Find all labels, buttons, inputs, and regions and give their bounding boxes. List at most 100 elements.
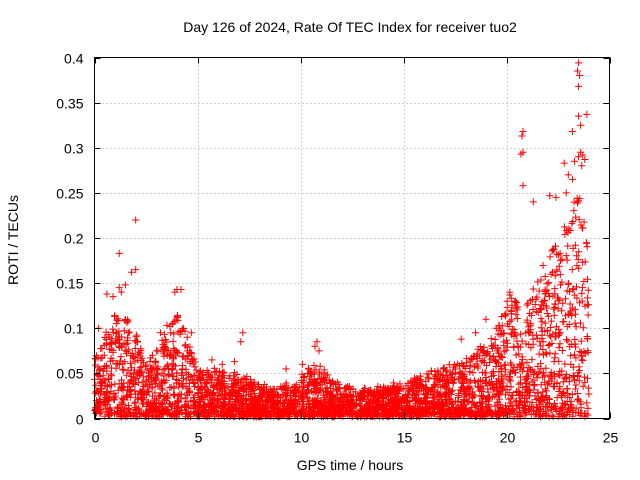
- data-point: [117, 411, 125, 419]
- data-point: [411, 409, 419, 417]
- data-point: [145, 369, 153, 377]
- data-point: [584, 404, 592, 412]
- data-point: [564, 171, 572, 179]
- data-point: [181, 341, 189, 349]
- data-point: [501, 371, 509, 379]
- data-point: [140, 373, 148, 381]
- data-point: [102, 335, 110, 343]
- data-point: [159, 344, 167, 352]
- data-point: [569, 244, 577, 252]
- data-point: [508, 407, 516, 415]
- data-point: [496, 410, 504, 418]
- data-point: [534, 362, 542, 370]
- data-point: [109, 293, 117, 301]
- data-point: [117, 288, 125, 296]
- data-point: [368, 390, 376, 398]
- data-point: [346, 383, 354, 391]
- data-point: [487, 342, 495, 350]
- data-point: [505, 395, 513, 403]
- data-point: [551, 401, 559, 409]
- data-point: [579, 324, 587, 332]
- data-point: [484, 401, 492, 409]
- data-point: [163, 362, 171, 370]
- data-point: [157, 391, 165, 399]
- data-point: [573, 262, 581, 270]
- data-point: [190, 379, 198, 387]
- data-point: [158, 369, 166, 377]
- data-point: [571, 385, 579, 393]
- data-point: [156, 381, 164, 389]
- data-point: [522, 380, 530, 388]
- data-point: [100, 341, 108, 349]
- data-point: [109, 325, 117, 333]
- data-point: [555, 332, 563, 340]
- data-point: [454, 360, 462, 368]
- data-point: [118, 333, 126, 341]
- data-point: [123, 336, 131, 344]
- data-point: [548, 375, 556, 383]
- data-point: [300, 377, 308, 385]
- data-point: [305, 365, 313, 373]
- data-point: [263, 401, 271, 409]
- data-point: [132, 216, 140, 224]
- data-point: [335, 397, 343, 405]
- data-point: [533, 293, 541, 301]
- data-point: [169, 372, 177, 380]
- data-point: [581, 155, 589, 163]
- data-point: [136, 369, 144, 377]
- data-point: [191, 380, 199, 388]
- y-tick-label: 0.3: [64, 141, 84, 157]
- data-point: [201, 401, 209, 409]
- data-point: [120, 327, 128, 335]
- data-point: [422, 389, 430, 397]
- data-point: [376, 413, 384, 421]
- data-point: [132, 406, 140, 414]
- data-point: [164, 394, 172, 402]
- data-point: [163, 321, 171, 329]
- data-point: [557, 257, 565, 265]
- data-point: [178, 366, 186, 374]
- data-point: [462, 364, 470, 372]
- data-point: [544, 290, 552, 298]
- data-point: [130, 366, 138, 374]
- data-point: [156, 392, 164, 400]
- data-point: [575, 377, 583, 385]
- data-point: [233, 370, 241, 378]
- data-point: [138, 389, 146, 397]
- data-point: [127, 411, 135, 419]
- data-point: [390, 382, 398, 390]
- data-point: [123, 371, 131, 379]
- data-point: [323, 411, 331, 419]
- data-point: [455, 391, 463, 399]
- data-point: [219, 371, 227, 379]
- data-point: [516, 397, 524, 405]
- data-point: [563, 336, 571, 344]
- data-point: [321, 378, 329, 386]
- data-point: [499, 382, 507, 390]
- data-point: [491, 357, 499, 365]
- data-point: [164, 361, 172, 369]
- data-point: [251, 397, 259, 405]
- data-point: [359, 386, 367, 394]
- data-point: [96, 375, 104, 383]
- y-axis-label: ROTI / TECUs: [5, 195, 21, 285]
- data-point: [569, 408, 577, 416]
- data-point: [208, 356, 216, 364]
- data-point: [330, 408, 338, 416]
- data-point: [122, 404, 130, 412]
- data-point: [132, 266, 140, 274]
- data-point: [190, 371, 198, 379]
- data-point: [183, 333, 191, 341]
- data-point: [517, 150, 525, 158]
- data-point: [184, 403, 192, 411]
- data-point: [103, 367, 111, 375]
- data-point: [572, 343, 580, 351]
- data-point: [544, 341, 552, 349]
- data-point: [342, 408, 350, 416]
- data-point: [335, 406, 343, 414]
- data-point: [431, 368, 439, 376]
- data-point: [550, 370, 558, 378]
- data-point: [314, 381, 322, 389]
- data-point: [537, 276, 545, 284]
